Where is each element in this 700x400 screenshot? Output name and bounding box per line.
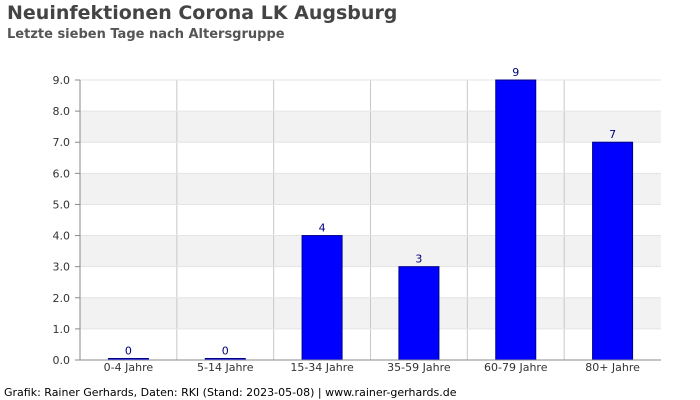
y-tick-label: 2.0 bbox=[53, 292, 71, 305]
data-label: 3 bbox=[415, 253, 422, 266]
vertical-gridlines bbox=[176, 80, 565, 360]
chart-title: Neuinfektionen Corona LK Augsburg bbox=[7, 2, 398, 24]
y-tick-label: 9.0 bbox=[53, 74, 71, 87]
data-label: 9 bbox=[512, 66, 519, 79]
bar bbox=[592, 141, 634, 361]
bar bbox=[495, 79, 537, 361]
y-tick-label: 4.0 bbox=[53, 230, 71, 243]
y-tick-label: 0.0 bbox=[53, 354, 71, 367]
bar bbox=[398, 266, 440, 361]
y-tick-label: 5.0 bbox=[53, 198, 71, 211]
chart-subtitle: Letzte sieben Tage nach Altersgruppe bbox=[7, 27, 285, 42]
data-label: 4 bbox=[319, 222, 326, 235]
x-tick-label: 60-79 Jahre bbox=[484, 361, 548, 374]
data-labels: 0 0 4 3 9 7 bbox=[125, 66, 616, 358]
y-tick-label: 8.0 bbox=[53, 105, 71, 118]
data-label: 0 bbox=[222, 345, 229, 358]
footer-credit: Grafik: Rainer Gerhards, Daten: RKI (Sta… bbox=[4, 386, 457, 399]
y-tick-label: 6.0 bbox=[53, 167, 71, 180]
data-label: 0 bbox=[125, 345, 132, 358]
y-tick-label: 7.0 bbox=[53, 136, 71, 149]
data-label: 7 bbox=[609, 128, 616, 141]
bar bbox=[301, 235, 343, 361]
x-tick-labels: 0-4 Jahre 5-14 Jahre 15-34 Jahre 35-59 Jahr… bbox=[104, 361, 640, 374]
x-tick-label: 5-14 Jahre bbox=[197, 361, 254, 374]
axes bbox=[75, 79, 661, 361]
y-tick-labels: 0.0 1.0 2.0 3.0 4.0 5.0 6.0 7.0 8.0 9.0 bbox=[53, 74, 71, 367]
x-tick-label: 0-4 Jahre bbox=[104, 361, 154, 374]
x-tick-label: 35-59 Jahre bbox=[387, 361, 451, 374]
x-tick-label: 80+ Jahre bbox=[585, 361, 640, 374]
y-tick-label: 3.0 bbox=[53, 261, 71, 274]
y-tick-label: 1.0 bbox=[53, 323, 71, 336]
x-tick-label: 15-34 Jahre bbox=[290, 361, 354, 374]
horizontal-gridlines bbox=[80, 79, 661, 361]
